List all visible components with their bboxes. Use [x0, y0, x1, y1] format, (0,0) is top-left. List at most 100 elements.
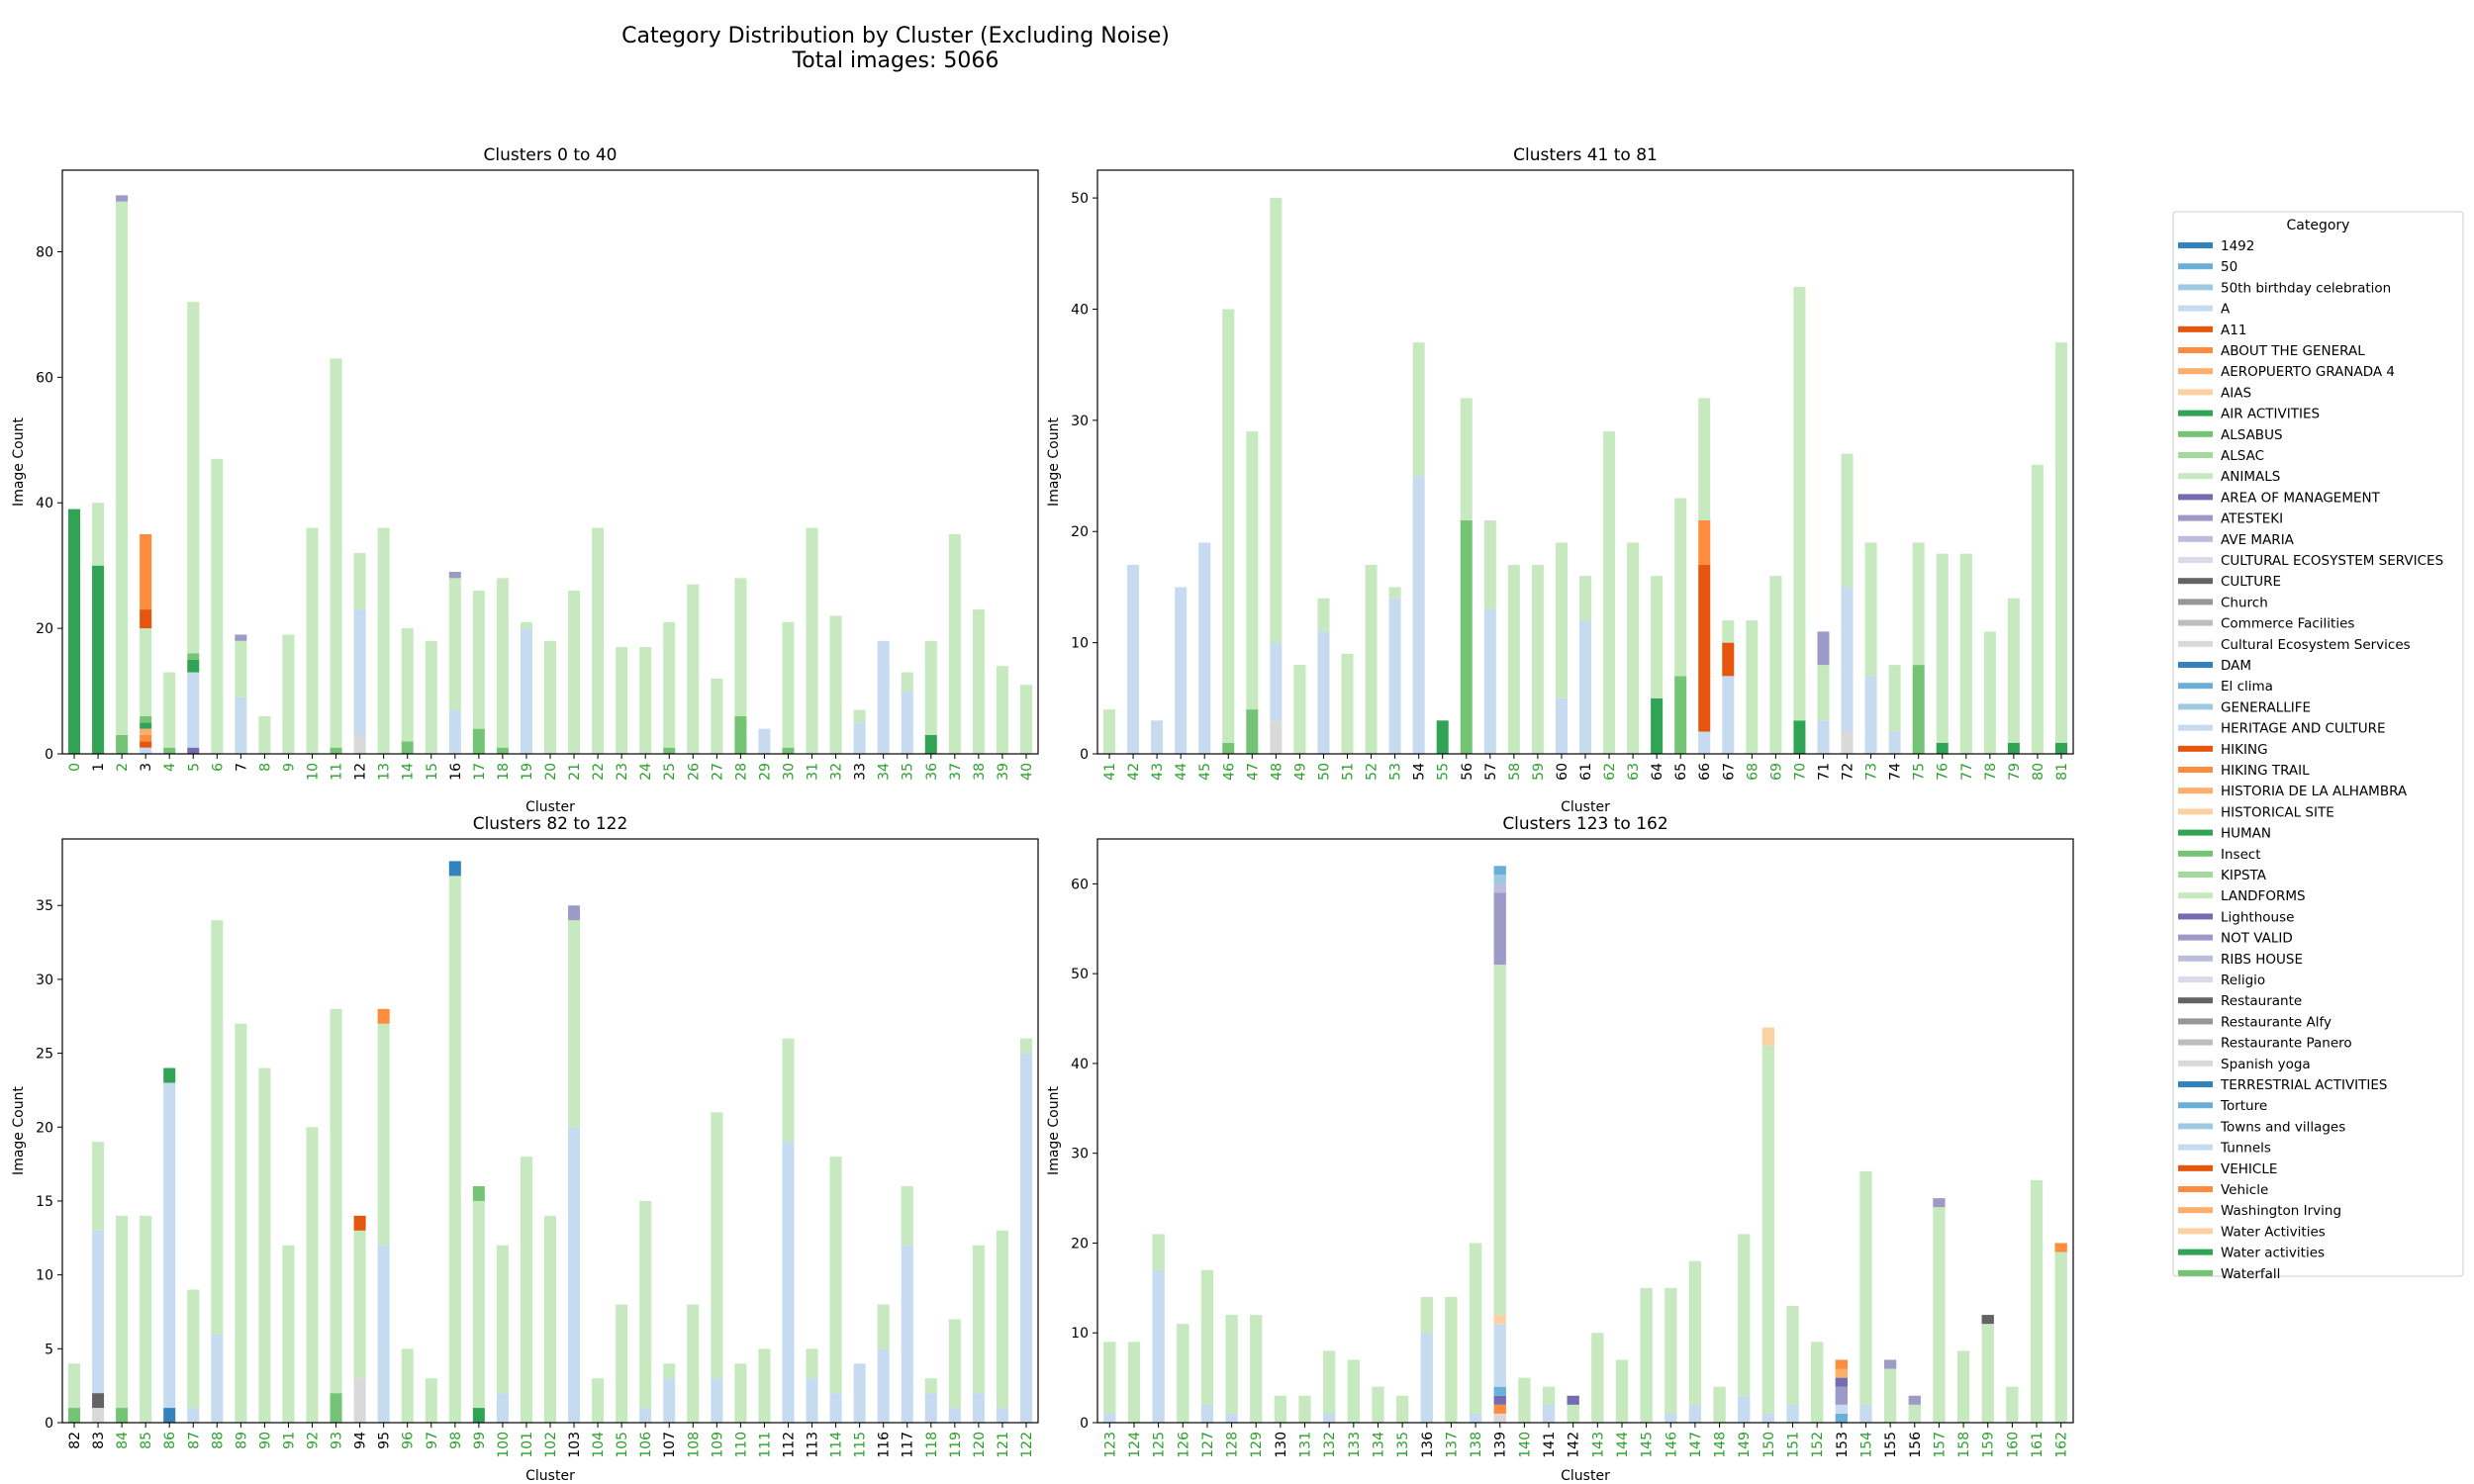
bar-segment — [2054, 1243, 2067, 1252]
x-tick-label: 79 — [2007, 763, 2023, 781]
bar-segment — [663, 1378, 676, 1423]
bar-segment — [1665, 1413, 1677, 1423]
y-tick-label: 50 — [1071, 191, 1089, 207]
legend-swatch — [2178, 640, 2213, 647]
x-tick-label: 116 — [877, 1432, 893, 1458]
legend-swatch — [2178, 410, 2213, 417]
x-tick-label: 8 — [257, 763, 273, 772]
bar-segment — [1019, 685, 1032, 754]
legend-swatch — [2178, 325, 2213, 332]
bar-segment — [1493, 1404, 1506, 1414]
x-tick-label: 138 — [1469, 1432, 1484, 1458]
bar-segment — [853, 709, 866, 723]
bar-segment — [1222, 742, 1235, 754]
bar-segment — [1507, 564, 1520, 754]
bar-segment — [1293, 665, 1306, 754]
legend-label: A11 — [2221, 323, 2246, 338]
x-tick-label: 51 — [1341, 763, 1357, 781]
x-tick-label: 32 — [829, 763, 845, 781]
bar-segment — [1591, 1333, 1604, 1423]
bar-segment — [1250, 1315, 1263, 1423]
bar-segment — [163, 1067, 176, 1083]
legend-swatch — [2178, 745, 2213, 752]
x-tick-label: 76 — [1936, 763, 1951, 781]
x-tick-label: 17 — [472, 763, 488, 781]
legend-swatch — [2178, 1269, 2213, 1276]
x-tick-label: 5 — [186, 763, 202, 772]
x-tick-label: 151 — [1786, 1432, 1802, 1458]
y-tick-label: 35 — [36, 898, 53, 914]
bar-segment — [1469, 1243, 1482, 1414]
bar-segment — [1298, 1395, 1311, 1423]
bar-segment — [1177, 1324, 1189, 1423]
x-axis-label: Cluster — [1561, 799, 1610, 815]
x-tick-label: 58 — [1507, 763, 1523, 781]
bar-segment — [353, 734, 366, 754]
legend-label: A — [2221, 302, 2231, 318]
x-tick-label: 9 — [281, 763, 297, 772]
bar-segment — [1674, 498, 1687, 677]
x-tick-label: 157 — [1932, 1432, 1948, 1458]
bar-segment — [187, 747, 200, 754]
bar-segment — [187, 653, 200, 660]
legend-label: Water activities — [2221, 1246, 2325, 1261]
bar-segment — [1615, 1359, 1629, 1423]
x-tick-label: 13 — [377, 763, 393, 781]
bar-segment — [734, 1363, 747, 1423]
x-tick-label: 80 — [2031, 763, 2046, 781]
bar-segment — [1786, 1404, 1799, 1423]
bar-segment — [496, 1245, 509, 1394]
x-tick-label: 30 — [781, 763, 797, 781]
figure-title: Category Distribution by Cluster (Exclud… — [0, 24, 1791, 73]
y-tick-label: 20 — [1071, 524, 1089, 540]
x-tick-label: 127 — [1200, 1432, 1216, 1458]
x-tick-label: 67 — [1721, 763, 1737, 781]
y-tick-label: 40 — [1071, 1057, 1089, 1072]
legend-swatch — [2178, 808, 2213, 815]
x-tick-label: 3 — [139, 763, 154, 772]
x-tick-label: 21 — [567, 763, 583, 781]
bar-segment — [2030, 1179, 2044, 1423]
bar-segment — [1688, 1404, 1702, 1423]
x-tick-label: 115 — [853, 1432, 869, 1458]
legend-swatch — [2178, 619, 2213, 626]
bar-segment — [853, 1363, 866, 1423]
x-tick-label: 136 — [1420, 1432, 1436, 1458]
bar-segment — [1151, 720, 1164, 754]
bar-segment — [592, 1378, 605, 1423]
bar-segment — [543, 1215, 557, 1423]
bar-segment — [1933, 1198, 1946, 1208]
x-tick-label: 27 — [710, 763, 725, 781]
bar-segment — [472, 728, 485, 754]
x-tick-label: 128 — [1225, 1432, 1241, 1458]
x-tick-label: 124 — [1127, 1432, 1143, 1458]
bar-segment — [948, 533, 961, 754]
legend-label: VEHICLE — [2221, 1161, 2277, 1177]
legend-swatch — [2178, 829, 2213, 836]
x-tick-label: 105 — [615, 1432, 630, 1458]
legend-swatch — [2178, 494, 2213, 501]
x-tick-label: 73 — [1864, 763, 1880, 781]
bar-segment — [2007, 742, 2020, 754]
bar-segment — [1222, 309, 1235, 743]
x-tick-label: 104 — [591, 1432, 607, 1458]
bar-segment — [425, 640, 437, 754]
bar-segment — [235, 1023, 247, 1423]
bar-segment — [1578, 576, 1592, 621]
x-tick-label: 95 — [377, 1432, 393, 1449]
legend-label: Lighthouse — [2221, 909, 2294, 925]
bar-segment — [187, 1408, 200, 1423]
bar-segment — [1483, 608, 1496, 754]
x-tick-label: 72 — [1841, 763, 1856, 781]
bar-segment — [1225, 1315, 1238, 1414]
bar-segment — [901, 1186, 913, 1246]
legend-swatch — [2178, 724, 2213, 731]
bar-segment — [140, 734, 152, 742]
x-tick-label: 140 — [1517, 1432, 1533, 1458]
bar-segment — [116, 201, 129, 735]
bar-segment — [353, 1215, 366, 1231]
x-tick-label: 150 — [1761, 1432, 1777, 1458]
x-tick-label: 40 — [1019, 763, 1035, 781]
bar-segment — [543, 640, 557, 754]
bar-segment — [401, 741, 414, 754]
